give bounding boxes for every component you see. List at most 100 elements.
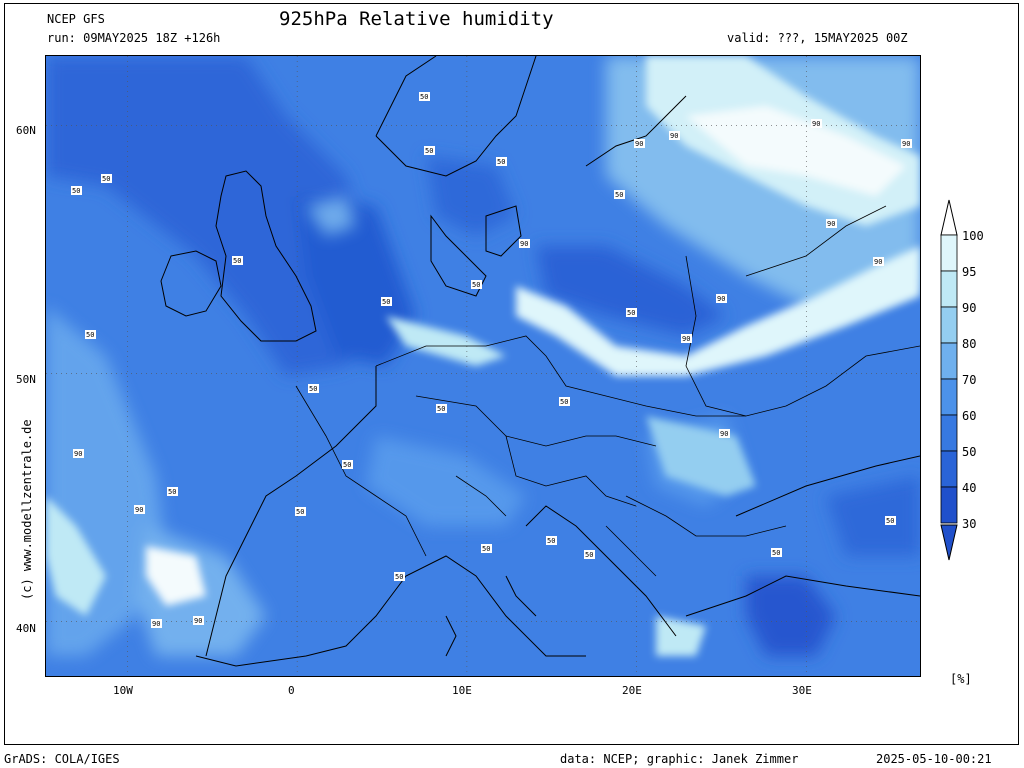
contour-label: 90: [874, 258, 882, 266]
model-label: NCEP GFS: [47, 12, 105, 26]
contour-label-box: [496, 157, 507, 166]
lon-label-0: 0: [288, 684, 295, 697]
contour-label: 50: [772, 549, 780, 557]
run-label: run: 09MAY2025 18Z +126h: [47, 31, 221, 45]
contour-label-box: [436, 404, 447, 413]
footer-timestamp: 2025-05-10-00:21: [876, 752, 992, 766]
valid-time-label: valid: ???, 15MAY2025 00Z: [727, 31, 908, 45]
contour-label-box: [901, 139, 912, 148]
colorbar-unit: [%]: [950, 672, 972, 686]
contour-label-box: [71, 186, 82, 195]
figure-frame: [4, 3, 1019, 745]
colorbar-cell: [940, 450, 958, 488]
colorbar-cell: [940, 270, 958, 308]
dry-areas: [46, 56, 920, 656]
footer-data-credit: data: NCEP; graphic: Janek Zimmer: [560, 752, 799, 766]
colorbar-cell: [940, 234, 958, 272]
graticule: [46, 56, 920, 676]
contour-label-box: [719, 429, 730, 438]
contour-label-box: [419, 92, 430, 101]
contour-label-box: [101, 174, 112, 183]
contour-label: 50: [420, 93, 428, 101]
contour-label-box: [546, 536, 557, 545]
contour-label: 50: [497, 158, 505, 166]
contour-label-box: [295, 507, 306, 516]
contour-label: 50: [296, 508, 304, 516]
colorbar-label-95: 95: [962, 265, 977, 279]
colorbar-label-60: 60: [962, 409, 977, 423]
contour-label: 90: [152, 620, 160, 628]
contour-label: 50: [72, 187, 80, 195]
colorbar-top-arrow: [940, 199, 958, 236]
contour-label-box: [669, 131, 680, 140]
contour-label-box: [471, 280, 482, 289]
contour-label: 50: [102, 175, 110, 183]
copyright-text: (c) www.modellzentrale.de: [20, 419, 34, 600]
colorbar-label-70: 70: [962, 373, 977, 387]
contour-label: 50: [547, 537, 555, 545]
contour-label: 50: [309, 385, 317, 393]
country-borders: [295, 205, 920, 577]
colorbar-label-100: 100: [962, 229, 984, 243]
contour-labels: 50 50 50 50 50 50 50 50 50 50 50 50 50 50 50 50 50 50 50 50…: [71, 92, 912, 628]
contour-label: 90: [812, 120, 820, 128]
colorbar-cell: [940, 306, 958, 344]
colorbar-label-30: 30: [962, 517, 977, 531]
contour-label-box: [424, 146, 435, 155]
contour-label-box: [308, 384, 319, 393]
colorbar-label-50: 50: [962, 445, 977, 459]
contour-label: 90: [720, 430, 728, 438]
contour-label-box: [193, 616, 204, 625]
contour-label: 50: [437, 405, 445, 413]
contour-label: 50: [615, 191, 623, 199]
contour-label: 50: [472, 281, 480, 289]
contour-label-box: [681, 334, 692, 343]
colorbar-label-40: 40: [962, 481, 977, 495]
map-svg: 50 50 50 50 50 50 50 50 50 50 50 50 50 50 50 50 50 50 50 50…: [46, 56, 920, 676]
contour-label-box: [481, 544, 492, 553]
humidity-map: 50 50 50 50 50 50 50 50 50 50 50 50 50 50 50 50 50 50 50 50…: [45, 55, 921, 677]
contour-label: 50: [86, 331, 94, 339]
contour-label: 90: [74, 450, 82, 458]
colorbar-label-90: 90: [962, 301, 977, 315]
contour-label-box: [559, 397, 570, 406]
contour-label-box: [232, 256, 243, 265]
contour-label-box: [151, 619, 162, 628]
footer-grads-credit: GrADS: COLA/IGES: [4, 752, 120, 766]
contour-label-box: [634, 139, 645, 148]
contour-label: 50: [395, 573, 403, 581]
colorbar-cell: [940, 378, 958, 416]
lat-label-50n: 50N: [16, 373, 36, 386]
contour-label-box: [381, 297, 392, 306]
lat-label-40n: 40N: [16, 622, 36, 635]
contour-label: 90: [635, 140, 643, 148]
colorbar-cells: [940, 234, 958, 524]
colorbar-label-80: 80: [962, 337, 977, 351]
contour-label: 90: [827, 220, 835, 228]
contour-label: 50: [168, 488, 176, 496]
contour-label: 50: [560, 398, 568, 406]
contour-label-box: [885, 516, 896, 525]
contour-label: 90: [682, 335, 690, 343]
lat-label-60n: 60N: [16, 124, 36, 137]
contour-label: 50: [482, 545, 490, 553]
contour-label: 90: [902, 140, 910, 148]
contour-label-box: [716, 294, 727, 303]
contour-label-box: [342, 460, 353, 469]
lon-label-10e: 10E: [452, 684, 472, 697]
contour-label: 50: [425, 147, 433, 155]
contour-label-box: [519, 239, 530, 248]
contour-label: 90: [135, 506, 143, 514]
contour-label-box: [73, 449, 84, 458]
contour-label: 50: [343, 461, 351, 469]
colorbar-cell: [940, 342, 958, 380]
contour-label: 50: [233, 257, 241, 265]
contour-label: 90: [194, 617, 202, 625]
lon-label-10w: 10W: [113, 684, 133, 697]
contour-label-box: [167, 487, 178, 496]
colorbar-bottom-arrow: [940, 524, 958, 561]
contour-label: 50: [382, 298, 390, 306]
contour-label-box: [584, 550, 595, 559]
contour-label: 90: [520, 240, 528, 248]
contour-label: 50: [627, 309, 635, 317]
